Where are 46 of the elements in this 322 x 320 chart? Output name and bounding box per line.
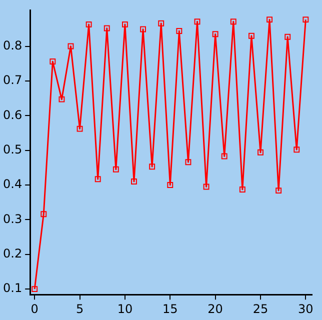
point xyxy=(86,21,92,28)
y-tick-label: 0.1 xyxy=(2,281,22,296)
y-tick-label: 0.8 xyxy=(2,38,22,52)
point xyxy=(76,126,83,132)
y-tick-label: 0.7 xyxy=(2,73,22,88)
point xyxy=(194,18,200,25)
point xyxy=(167,182,174,188)
y-tick-label: 0.2 xyxy=(2,246,22,260)
point xyxy=(276,188,282,194)
point xyxy=(112,166,119,172)
point xyxy=(50,58,56,65)
x-tick-label: 15 xyxy=(162,302,178,316)
point xyxy=(294,146,300,153)
x-tick-label: 10 xyxy=(117,302,133,316)
x-tick-label: 30 xyxy=(298,302,314,316)
point xyxy=(212,31,218,38)
point xyxy=(248,32,254,39)
x-tick-label: 25 xyxy=(252,302,268,316)
point xyxy=(176,28,182,34)
point xyxy=(58,96,65,102)
point xyxy=(302,16,309,23)
point xyxy=(230,18,236,25)
point xyxy=(68,43,74,50)
point xyxy=(284,34,291,40)
point xyxy=(221,153,228,160)
point xyxy=(149,164,156,170)
point xyxy=(104,25,110,32)
point xyxy=(40,211,47,218)
point xyxy=(266,16,273,23)
point xyxy=(140,26,146,32)
point xyxy=(158,20,164,26)
point xyxy=(32,286,38,292)
point xyxy=(131,178,137,185)
y-tick-label: 0.5 xyxy=(2,142,22,156)
point xyxy=(203,184,210,190)
x-tick-label: 20 xyxy=(208,302,223,316)
x-tick-label: 5 xyxy=(76,302,84,316)
y-tick-label: 0.3 xyxy=(2,212,22,226)
point xyxy=(258,149,264,156)
point xyxy=(239,186,246,192)
point xyxy=(185,159,192,166)
y-tick-label: 0.6 xyxy=(2,108,22,122)
x-tick-label: 0 xyxy=(30,302,38,316)
point xyxy=(122,21,128,28)
point xyxy=(94,176,101,182)
y-tick-label: 0.4 xyxy=(2,177,22,192)
